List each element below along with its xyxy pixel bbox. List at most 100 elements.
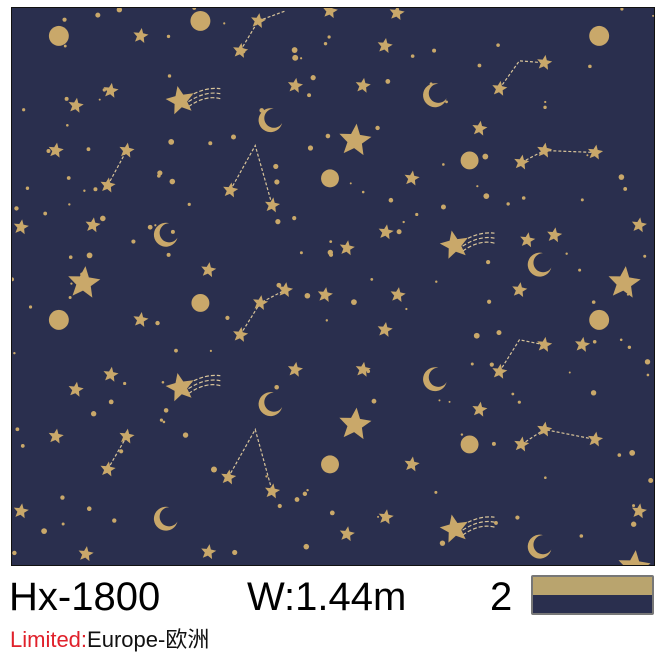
small-dot: [231, 134, 237, 140]
small-dot: [46, 148, 51, 153]
moon-icon: [258, 108, 283, 133]
limited-label: Limited:: [10, 627, 88, 652]
planet-dot: [48, 309, 69, 330]
small-dot: [580, 198, 584, 202]
star-icon: [512, 282, 528, 298]
star-icon: [514, 154, 530, 170]
star-icon: [378, 224, 394, 240]
small-dot: [435, 280, 438, 283]
shooting-star-tail: [462, 241, 495, 252]
limited-region: Limited:Europe-欧洲: [10, 626, 209, 654]
small-dot: [292, 54, 299, 61]
small-dot: [192, 8, 197, 10]
small-dot: [592, 340, 597, 344]
planet-dot: [460, 151, 479, 170]
small-dot: [579, 534, 584, 538]
moon-icon: [423, 367, 447, 392]
small-dot: [568, 371, 571, 374]
small-dot: [310, 75, 316, 81]
small-dot: [496, 43, 500, 47]
small-dot: [61, 522, 65, 526]
small-dot: [154, 224, 157, 227]
small-dot: [208, 141, 213, 146]
small-dot: [66, 176, 71, 180]
star-icon: [317, 287, 333, 303]
small-dot: [300, 57, 303, 60]
star-icon: [339, 526, 355, 542]
small-dot: [325, 319, 329, 322]
color-chip-gold: [533, 577, 652, 595]
star-icon: [537, 142, 553, 158]
shooting-star-tail: [462, 525, 495, 536]
small-dot: [303, 543, 310, 550]
star-icon: [355, 77, 371, 93]
small-dot: [486, 259, 491, 265]
small-dot: [626, 293, 630, 296]
star-icon: [201, 544, 217, 560]
star-icon: [277, 282, 294, 298]
small-dot: [543, 105, 547, 110]
small-dot: [588, 64, 592, 69]
star-icon: [100, 461, 116, 477]
small-dot: [276, 282, 282, 288]
small-dot: [586, 154, 589, 157]
limited-value: Europe-欧洲: [87, 627, 210, 652]
star-icon: [404, 456, 420, 472]
small-dot: [623, 187, 628, 191]
star-icon: [265, 197, 281, 213]
star-icon: [492, 80, 508, 96]
star-icon: [233, 326, 249, 342]
star-icon: [520, 232, 536, 248]
star-icon: [537, 54, 553, 70]
small-dot: [366, 369, 371, 374]
small-dot: [162, 420, 166, 424]
color-count: 2: [490, 575, 513, 619]
moon-icon: [153, 506, 178, 531]
shooting-star-tail: [188, 384, 221, 395]
star-icon: [13, 219, 29, 235]
small-dot: [591, 300, 596, 304]
small-dot: [15, 427, 20, 432]
color-chip-navy: [533, 595, 652, 613]
star-icon: [223, 182, 239, 198]
small-dot: [491, 441, 496, 446]
small-dot: [86, 252, 93, 259]
star-icon: [103, 366, 119, 382]
small-dot: [277, 503, 282, 509]
small-dot: [375, 125, 380, 131]
small-dot: [489, 362, 494, 367]
small-dot: [629, 450, 636, 456]
star-icon: [13, 503, 29, 519]
small-dot: [147, 224, 153, 230]
small-dot: [323, 41, 328, 46]
star-icon: [48, 142, 64, 158]
small-dot: [80, 272, 84, 277]
small-dot: [68, 295, 72, 299]
small-dot: [86, 506, 92, 511]
moon-icon: [527, 534, 552, 559]
small-dot: [429, 82, 433, 86]
small-dot: [63, 44, 67, 48]
star-icon: [265, 483, 281, 499]
small-dot: [652, 14, 654, 17]
star-icon: [221, 469, 237, 485]
small-dot: [294, 497, 300, 502]
small-dot: [432, 48, 437, 53]
star-icon: [575, 336, 591, 352]
moon-icon: [258, 392, 283, 417]
small-dot: [307, 145, 314, 151]
small-dot: [487, 299, 492, 304]
small-dot: [70, 282, 73, 285]
constellation-line: [498, 339, 545, 373]
small-dot: [299, 251, 303, 255]
small-dot: [167, 74, 172, 78]
small-dot: [93, 187, 98, 192]
star-icon: [588, 431, 604, 447]
small-dot: [328, 252, 334, 257]
small-dot: [482, 153, 489, 160]
small-dot: [361, 190, 365, 194]
star-icon: [48, 428, 64, 444]
star-icon: [631, 503, 647, 519]
star-icon: [537, 421, 553, 437]
planet-dot: [190, 10, 211, 31]
